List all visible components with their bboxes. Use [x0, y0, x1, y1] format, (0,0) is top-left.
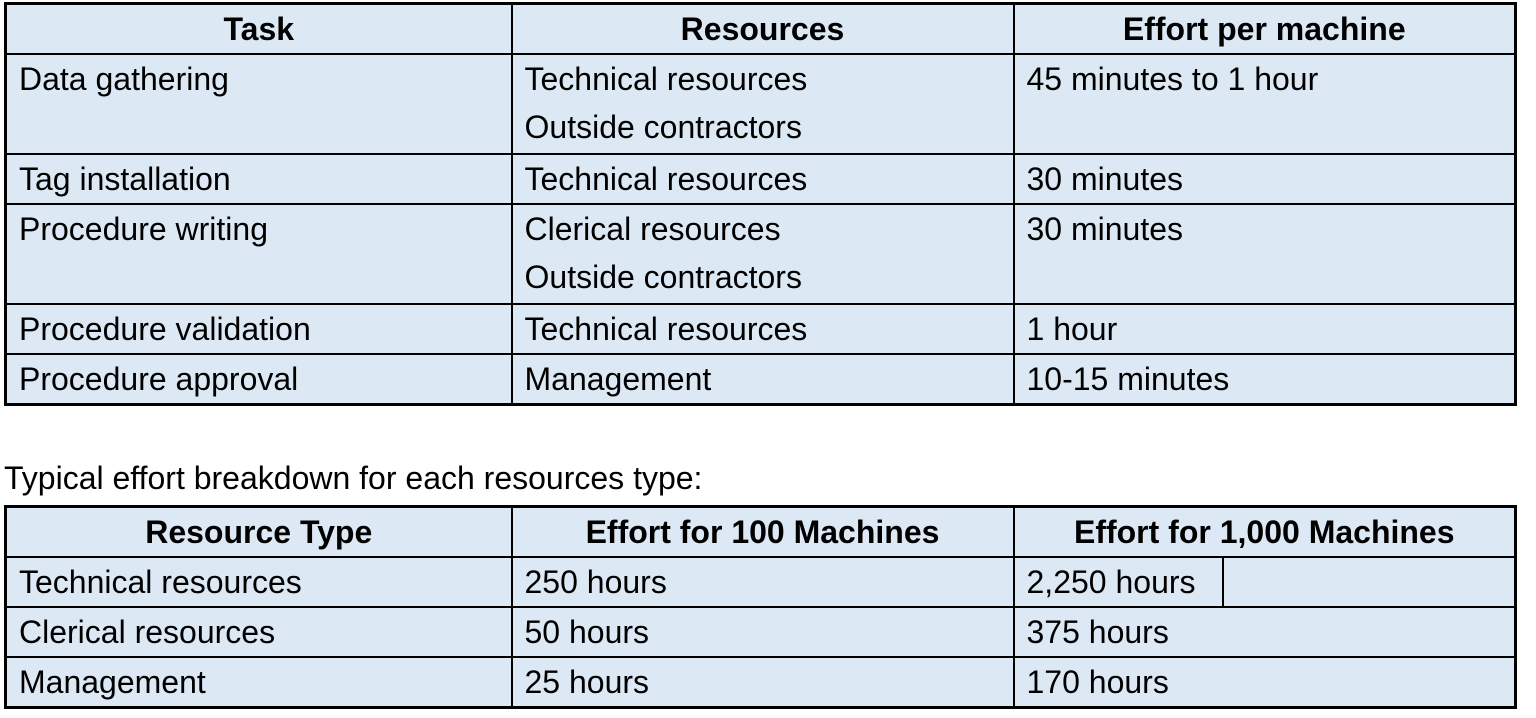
cell-effort-100: 25 hours [510, 656, 1015, 709]
table-row: Procedure validation Technical resources… [4, 303, 1517, 355]
section-label: Typical effort breakdown for each resour… [4, 460, 703, 496]
column-header-effort-100: Effort for 100 Machines [510, 505, 1015, 558]
cell-effort-1000: 2,250 hours [1012, 556, 1517, 608]
cell-split-border [1221, 559, 1224, 605]
cell-effort-1000-value: 2,250 hours [1026, 564, 1196, 600]
resource-line: Outside contractors [524, 259, 802, 295]
cell-effort: 10-15 minutes [1012, 353, 1517, 406]
resource-line: Outside contractors [524, 109, 802, 145]
table-row: Procedure approval Management 10-15 minu… [4, 353, 1517, 406]
cell-resources: Technical resources [510, 153, 1015, 205]
table-row: Management 25 hours 170 hours [4, 656, 1517, 709]
cell-resources: Technical resources [510, 303, 1015, 355]
cell-effort: 30 minutes [1012, 203, 1517, 305]
table-row: Procedure writing Clerical resources Out… [4, 203, 1517, 305]
table-row: Clerical resources 50 hours 375 hours [4, 606, 1517, 658]
resource-breakdown-table: Resource Type Effort for 100 Machines Ef… [4, 505, 1517, 709]
column-header-effort-1000: Effort for 1,000 Machines [1012, 505, 1517, 558]
task-table-header-row: Task Resources Effort per machine [4, 2, 1517, 55]
resource-line: Technical resources [524, 311, 808, 347]
cell-resources: Technical resources Outside contractors [510, 53, 1015, 155]
resource-line: Clerical resources [524, 211, 781, 247]
cell-task: Procedure validation [4, 303, 513, 355]
cell-resource-type: Management [4, 656, 513, 709]
cell-effort: 30 minutes [1012, 153, 1517, 205]
cell-task: Procedure approval [4, 353, 513, 406]
column-header-effort-per-machine: Effort per machine [1012, 2, 1517, 55]
cell-task: Data gathering [4, 53, 513, 155]
cell-effort-100: 50 hours [510, 606, 1015, 658]
column-header-task: Task [4, 2, 513, 55]
cell-effort-1000: 170 hours [1012, 656, 1517, 709]
resource-line: Management [524, 361, 712, 397]
cell-task: Tag installation [4, 153, 513, 205]
column-header-resource-type: Resource Type [4, 505, 513, 558]
cell-task: Procedure writing [4, 203, 513, 305]
column-header-resources: Resources [510, 2, 1015, 55]
cell-effort-1000: 375 hours [1012, 606, 1517, 658]
task-effort-table: Task Resources Effort per machine Data g… [4, 2, 1517, 406]
table-row: Data gathering Technical resources Outsi… [4, 53, 1517, 155]
cell-effort: 1 hour [1012, 303, 1517, 355]
cell-resources: Clerical resources Outside contractors [510, 203, 1015, 305]
resource-line: Technical resources [524, 61, 808, 97]
cell-resource-type: Technical resources [4, 556, 513, 608]
cell-effort-100: 250 hours [510, 556, 1015, 608]
cell-resources: Management [510, 353, 1015, 406]
resource-line: Technical resources [524, 161, 808, 197]
cell-effort: 45 minutes to 1 hour [1012, 53, 1517, 155]
cell-resource-type: Clerical resources [4, 606, 513, 658]
table-row: Technical resources 250 hours 2,250 hour… [4, 556, 1517, 608]
resource-table-header-row: Resource Type Effort for 100 Machines Ef… [4, 505, 1517, 558]
table-row: Tag installation Technical resources 30 … [4, 153, 1517, 205]
